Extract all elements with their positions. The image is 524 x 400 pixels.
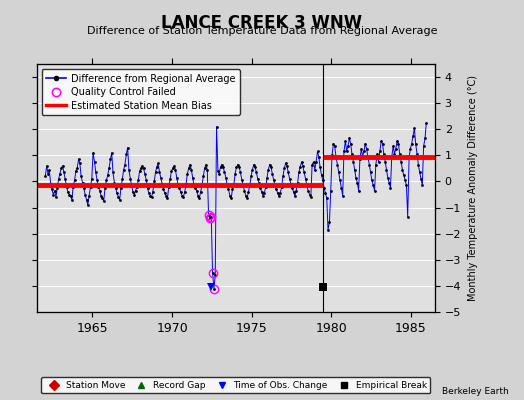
Text: Berkeley Earth: Berkeley Earth (442, 387, 508, 396)
Legend: Station Move, Record Gap, Time of Obs. Change, Empirical Break: Station Move, Record Gap, Time of Obs. C… (41, 377, 430, 394)
Text: Difference of Station Temperature Data from Regional Average: Difference of Station Temperature Data f… (87, 26, 437, 36)
Text: LANCE CREEK 3 WNW: LANCE CREEK 3 WNW (161, 14, 363, 32)
Legend: Difference from Regional Average, Quality Control Failed, Estimated Station Mean: Difference from Regional Average, Qualit… (41, 69, 240, 115)
Y-axis label: Monthly Temperature Anomaly Difference (°C): Monthly Temperature Anomaly Difference (… (468, 75, 478, 301)
